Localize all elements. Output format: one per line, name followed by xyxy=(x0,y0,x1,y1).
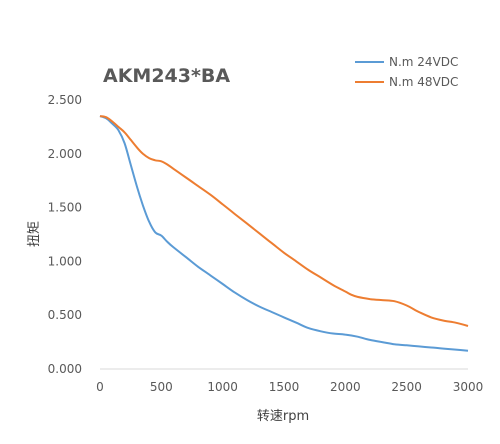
x-tick-label: 2000 xyxy=(330,380,361,394)
y-axis-ticks: 0.000 0.500 1.000 1.500 2.000 2.500 xyxy=(48,93,82,376)
x-axis-title: 转速rpm xyxy=(257,409,309,424)
y-axis-title: 扭矩 xyxy=(27,221,42,247)
y-tick-label: 1.500 xyxy=(48,201,82,215)
series-line-1 xyxy=(99,115,469,352)
x-tick-label: 2500 xyxy=(391,380,422,394)
y-tick-label: 0.500 xyxy=(48,308,82,322)
legend-label-1: N.m 24VDC xyxy=(389,55,458,69)
legend: N.m 24VDC N.m 48VDC xyxy=(355,55,458,89)
series-line-2 xyxy=(99,115,469,327)
y-tick-label: 2.500 xyxy=(48,93,82,107)
x-tick-label: 3000 xyxy=(453,380,484,394)
y-tick-label: 2.000 xyxy=(48,147,82,161)
legend-label-2: N.m 48VDC xyxy=(389,75,458,89)
series-lines xyxy=(99,115,469,352)
chart-title: AKM243*BA xyxy=(103,65,230,87)
y-tick-label: 0.000 xyxy=(48,362,82,376)
x-tick-label: 0 xyxy=(96,380,104,394)
x-tick-label: 500 xyxy=(150,380,173,394)
x-tick-label: 1500 xyxy=(269,380,300,394)
x-tick-label: 1000 xyxy=(207,380,238,394)
y-tick-label: 1.000 xyxy=(48,254,82,268)
x-axis-ticks: 0 500 1000 1500 2000 2500 3000 xyxy=(96,380,483,394)
